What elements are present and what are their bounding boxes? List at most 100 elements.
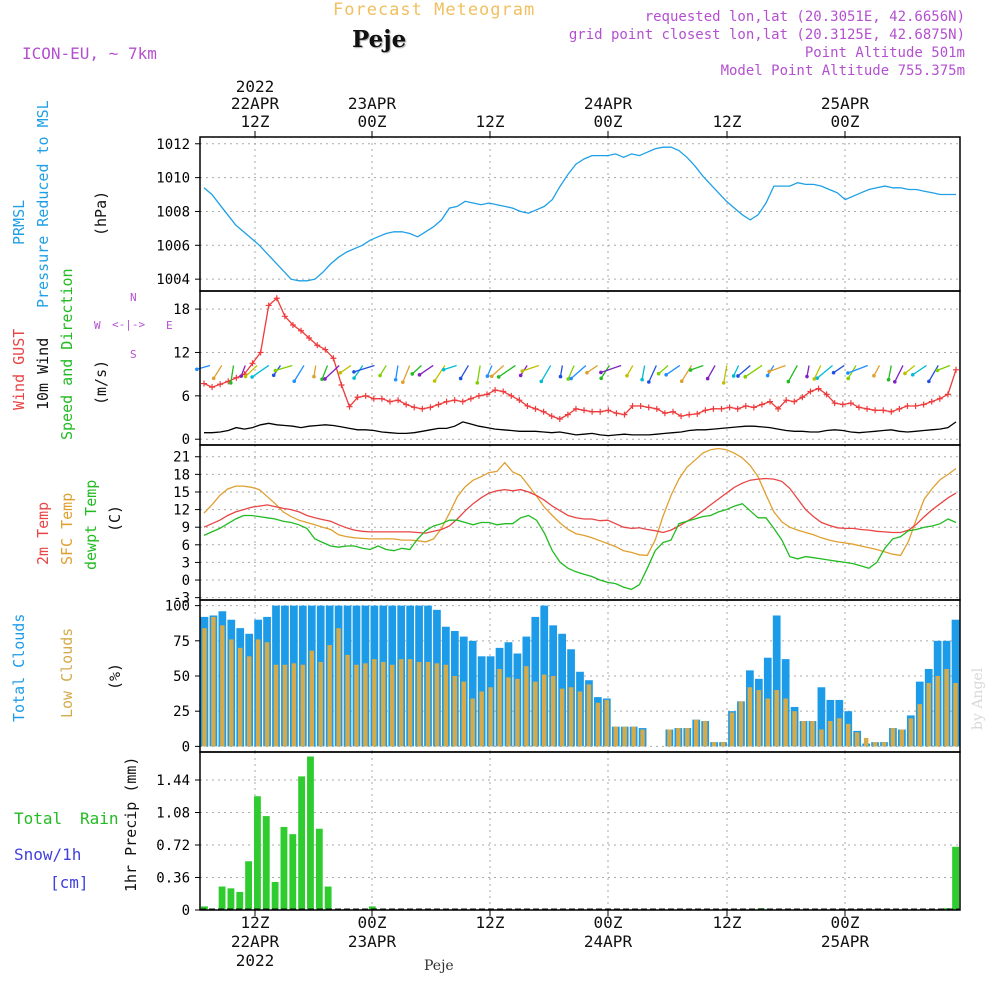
wind-gust-point	[815, 385, 822, 392]
low-cloud-bar	[479, 691, 484, 747]
precip-bar	[236, 891, 244, 910]
precip-bar	[307, 756, 314, 910]
wind-arrow	[476, 365, 481, 384]
wind-gust-point	[831, 400, 838, 407]
low-cloud-bar	[488, 687, 493, 747]
wind-gust-point	[564, 411, 571, 418]
wind-arrow-head	[441, 367, 446, 372]
y-tick-label: 15	[173, 485, 190, 501]
low-cloud-bar	[881, 742, 887, 747]
precip-bar	[245, 861, 253, 910]
wind-arrow	[339, 364, 352, 374]
wind-gust-point	[710, 405, 717, 412]
wind-arrow	[321, 365, 329, 380]
wind-arrow	[245, 365, 258, 378]
time-label-bottom: 12Z	[713, 913, 742, 932]
model-altitude: Model Point Altitude 755.375m	[720, 63, 965, 79]
wind-arrow-head	[432, 379, 437, 383]
wind-gust-point	[306, 334, 313, 341]
wind-arrow-head	[211, 376, 216, 381]
time-label-top: 22APR	[231, 94, 280, 113]
low-cloud-bar	[282, 664, 288, 747]
low-cloud-bar	[899, 729, 905, 747]
wind-arrow	[570, 364, 587, 380]
wind-gust-line	[203, 297, 957, 420]
wind-arrow	[313, 365, 317, 377]
wind-gust-point	[718, 405, 725, 412]
low-cloud-bar	[559, 688, 565, 747]
wind-gust-point	[775, 405, 782, 412]
wind-gust-point	[378, 395, 385, 402]
y-tick-label: 1.08	[156, 805, 190, 821]
wind-gust-point	[281, 313, 288, 320]
requested-coords: requested lon,lat (20.3051E, 42.6656N)	[644, 9, 965, 25]
wind-arrow-head	[640, 377, 644, 382]
low-cloud-bar	[390, 664, 395, 747]
precip-bar	[280, 826, 288, 910]
wind-gust-point	[799, 394, 806, 401]
y-tick-label: 12	[173, 503, 190, 519]
low-cloud-bar	[837, 718, 842, 747]
wind-arrow	[379, 365, 387, 376]
wind-gust-point	[556, 415, 563, 422]
precip-bar	[943, 908, 951, 910]
y-tick-label: 12	[173, 345, 190, 361]
wind-arrow	[690, 364, 704, 371]
y-tick-label: 6	[182, 389, 190, 405]
total-cloud-bar	[951, 619, 960, 747]
grid-coords: grid point closest lon,lat (20.3125E, 42…	[568, 27, 965, 43]
wind-gust-point	[839, 401, 846, 408]
y-tick-label: 0.36	[156, 870, 190, 886]
y-tick-label: 25	[173, 704, 190, 720]
dewpt-temp-line	[203, 502, 957, 591]
wind-arrow	[733, 365, 740, 377]
y-tick-label: 1008	[156, 204, 190, 220]
wind-gust-point	[702, 407, 709, 414]
wind-gust-point	[678, 413, 685, 420]
wind-arrow-head	[273, 368, 278, 373]
low-cloud-bar	[792, 711, 797, 747]
precip-bar	[298, 776, 306, 910]
low-cloud-bar	[577, 691, 583, 747]
low-cloud-bar	[398, 659, 404, 747]
wind-arrow-head	[393, 377, 398, 382]
wind-arrow	[641, 365, 646, 380]
low-cloud-bar	[810, 721, 815, 747]
wind-arrow	[894, 365, 904, 383]
wind-arrow-head	[338, 370, 343, 375]
time-label-bottom: 22APR	[231, 932, 280, 951]
low-cloud-bar	[747, 687, 753, 747]
wind-arrow	[806, 365, 810, 377]
point-altitude: Point Altitude 501m	[804, 45, 965, 61]
low-cloud-bar	[801, 721, 806, 747]
wind-gust-point	[912, 402, 919, 409]
wind-gust-point	[265, 302, 272, 309]
low-cloud-bar	[711, 742, 717, 747]
wind-arrow	[600, 365, 610, 379]
y-tick-label: 0.72	[156, 838, 190, 854]
low-cloud-bar	[631, 726, 636, 747]
wind-gust-point	[217, 381, 224, 388]
wind-arrow-head	[765, 373, 770, 378]
wind-arrow	[744, 364, 763, 378]
low-cloud-bar	[944, 668, 949, 747]
wind-arrow	[275, 364, 293, 372]
wind-gust-point	[459, 398, 466, 405]
wind-arrow-head	[566, 377, 570, 381]
wind-arrow-head	[656, 371, 661, 376]
wind-arrow-head	[312, 374, 316, 379]
wind-arrow	[567, 365, 575, 380]
grid-layer	[200, 137, 960, 911]
panel-frame	[199, 290, 961, 446]
panel-frame	[199, 444, 961, 601]
low-cloud-bar	[461, 681, 466, 747]
wind-gust-point	[904, 402, 911, 409]
total-cloud-bar	[772, 615, 781, 747]
wind-arrow-head	[903, 371, 907, 376]
wind-arrow-head	[786, 379, 791, 384]
wind-arrow-head	[410, 372, 415, 376]
wind-arrow-head	[496, 375, 501, 379]
low-cloud-bar	[246, 656, 252, 747]
wind-arrow	[787, 365, 798, 382]
